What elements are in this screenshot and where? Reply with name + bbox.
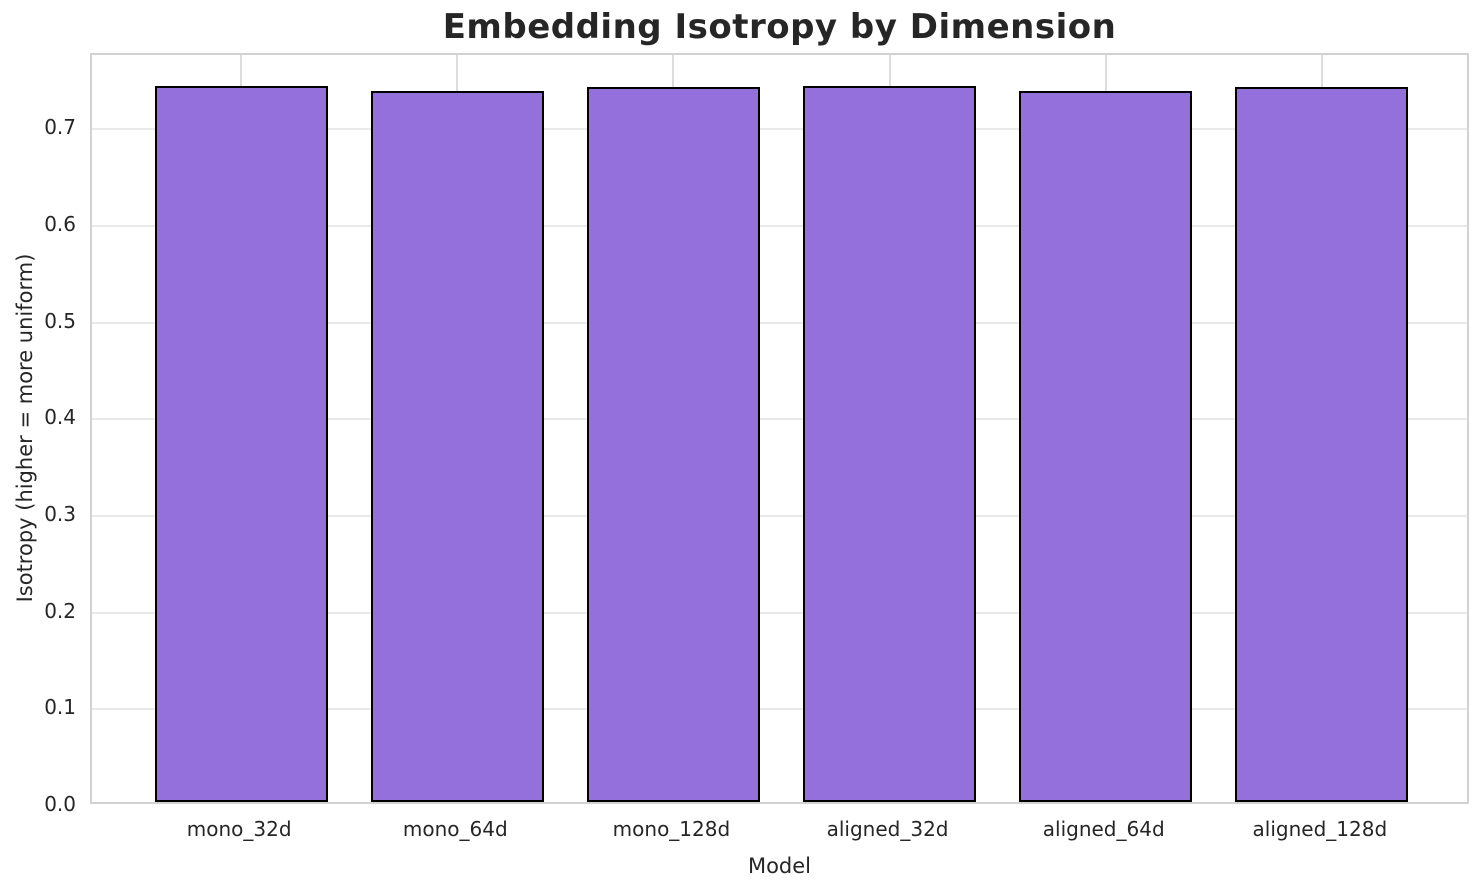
y-tick-label: 0.6 — [44, 212, 76, 237]
gridline-horizontal — [92, 418, 1467, 421]
bar-aligned_128d — [1235, 86, 1409, 802]
y-tick-label: 0.1 — [44, 695, 76, 720]
x-tick-label: aligned_64d — [1042, 817, 1165, 841]
bar-mono_32d — [154, 85, 328, 802]
y-tick-label: 0.4 — [44, 405, 76, 430]
bar-mono_128d — [586, 86, 760, 802]
gridline-horizontal — [92, 611, 1467, 614]
y-tick-label: 0.0 — [44, 792, 76, 816]
bar-aligned_64d — [1019, 90, 1193, 802]
x-tick-label: mono_32d — [186, 817, 292, 841]
y-tick-label: 0.2 — [44, 598, 76, 623]
chart-title: Embedding Isotropy by Dimension — [442, 7, 1117, 47]
y-tick-label: 0.5 — [44, 308, 76, 333]
bar-aligned_32d — [803, 85, 977, 802]
x-tick-label: mono_64d — [402, 817, 508, 841]
gridline-horizontal — [92, 515, 1467, 518]
x-tick-label: aligned_32d — [826, 817, 949, 841]
x-tick-label: mono_128d — [612, 817, 731, 841]
y-tick-label: 0.3 — [44, 502, 76, 527]
bar-mono_64d — [370, 90, 544, 802]
x-tick-label: aligned_128d — [1252, 817, 1388, 841]
gridline-horizontal — [92, 225, 1467, 228]
y-tick-label: 0.7 — [44, 115, 76, 140]
plot-area — [90, 53, 1469, 804]
gridline-horizontal — [92, 128, 1467, 131]
gridline-horizontal — [92, 708, 1467, 711]
x-axis-label: Model — [747, 854, 812, 878]
gridline-horizontal — [92, 321, 1467, 324]
